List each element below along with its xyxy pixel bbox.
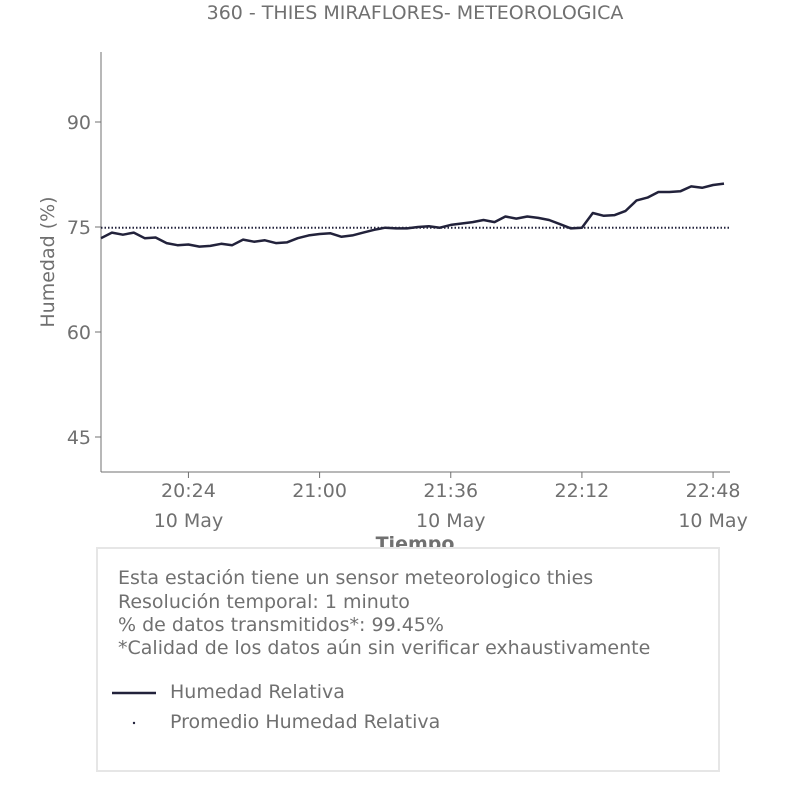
y-tick-label: 75 [67,217,91,239]
humidity-line [100,182,725,248]
y-tick-label: 45 [67,427,91,449]
info-quality-note: *Calidad de los datos aún sin verificar … [118,637,651,659]
legend-item-promedio: Promedio Humedad Relativa [110,711,670,735]
x-tick-date-label: 10 May [416,510,486,532]
y-tick-label: 90 [67,112,91,134]
y-axis-label: Humedad (%) [37,196,59,327]
x-tick-label: 22:48 [686,480,741,502]
x-tick-label: 21:00 [292,480,347,502]
info-station-text: Esta estación tiene un sensor meteorolog… [118,567,594,589]
y-tick-label: 60 [67,322,91,344]
legend-label-promedio: Promedio Humedad Relativa [170,711,441,733]
legend-line-swatch [112,691,156,695]
info-legend-box: Esta estación tiene un sensor meteorolog… [96,547,720,772]
x-tick-label: 20:24 [161,480,216,502]
x-tick-date-label: 10 May [154,510,224,532]
legend-dot-swatch [132,721,136,725]
chart-title: 360 - THIES MIRAFLORES- METEOROLOGICA [206,2,624,24]
x-tick-date-label: 10 May [678,510,748,532]
info-transmission-text: % de datos transmitidos*: 99.45% [118,614,444,636]
series-lines [100,182,730,248]
legend-label-humedad: Humedad Relativa [170,681,345,703]
x-tick-label: 21:36 [423,480,478,502]
chart-area: 45 60 75 90 20:24 10 May 21:00 21:36 10 May 22:12… [37,52,748,532]
legend-item-humedad: Humedad Relativa [110,681,670,705]
x-tick-label: 22:12 [555,480,610,502]
ticks: 45 60 75 90 20:24 10 May 21:00 21:36 10 May 22:12… [67,112,748,532]
axes [100,52,730,473]
info-resolution-text: Resolución temporal: 1 minuto [118,591,410,613]
